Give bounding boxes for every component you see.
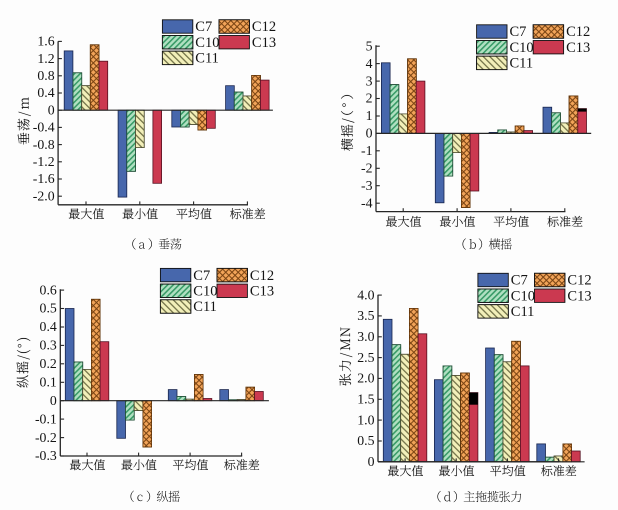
svg-text:0.8: 0.8 [37,68,54,83]
svg-text:-4: -4 [361,195,373,210]
svg-text:-0.8: -0.8 [33,137,55,152]
svg-text:1.5: 1.5 [357,392,374,407]
svg-text:4.0: 4.0 [357,287,374,302]
svg-text:0: 0 [48,102,55,117]
svg-text:0.1: 0.1 [40,375,57,390]
svg-text:-0.2: -0.2 [35,430,57,445]
svg-text:1: 1 [366,108,373,123]
svg-text:3.5: 3.5 [357,308,374,323]
svg-text:0.4: 0.4 [37,85,54,100]
svg-text:4: 4 [366,56,373,71]
svg-text:5: 5 [366,38,373,53]
svg-text:2.0: 2.0 [357,371,374,386]
svg-text:0.4: 0.4 [40,319,57,334]
svg-text:-2.0: -2.0 [33,188,55,203]
svg-text:3.0: 3.0 [357,329,374,344]
svg-text:3: 3 [366,73,373,88]
svg-text:0: 0 [368,454,375,469]
svg-text:-1: -1 [361,143,373,158]
svg-text:-3: -3 [361,178,373,193]
svg-text:0.5: 0.5 [40,301,57,316]
svg-text:0: 0 [50,393,57,408]
svg-text:0.2: 0.2 [40,356,57,371]
svg-text:0.3: 0.3 [40,338,57,353]
svg-text:1.6: 1.6 [37,34,54,49]
svg-text:-1.6: -1.6 [33,171,55,186]
svg-text:0.6: 0.6 [40,282,57,297]
svg-text:1.0: 1.0 [357,412,374,427]
svg-text:-0.3: -0.3 [35,448,57,463]
svg-text:0.5: 0.5 [357,433,374,448]
svg-text:2.5: 2.5 [357,350,374,365]
svg-text:0: 0 [366,126,373,141]
svg-text:2: 2 [366,91,373,106]
svg-text:-0.4: -0.4 [33,120,55,135]
svg-text:1.2: 1.2 [37,51,54,66]
svg-text:-2: -2 [361,161,373,176]
svg-text:-0.1: -0.1 [35,411,57,426]
svg-text:-1.2: -1.2 [33,154,55,169]
